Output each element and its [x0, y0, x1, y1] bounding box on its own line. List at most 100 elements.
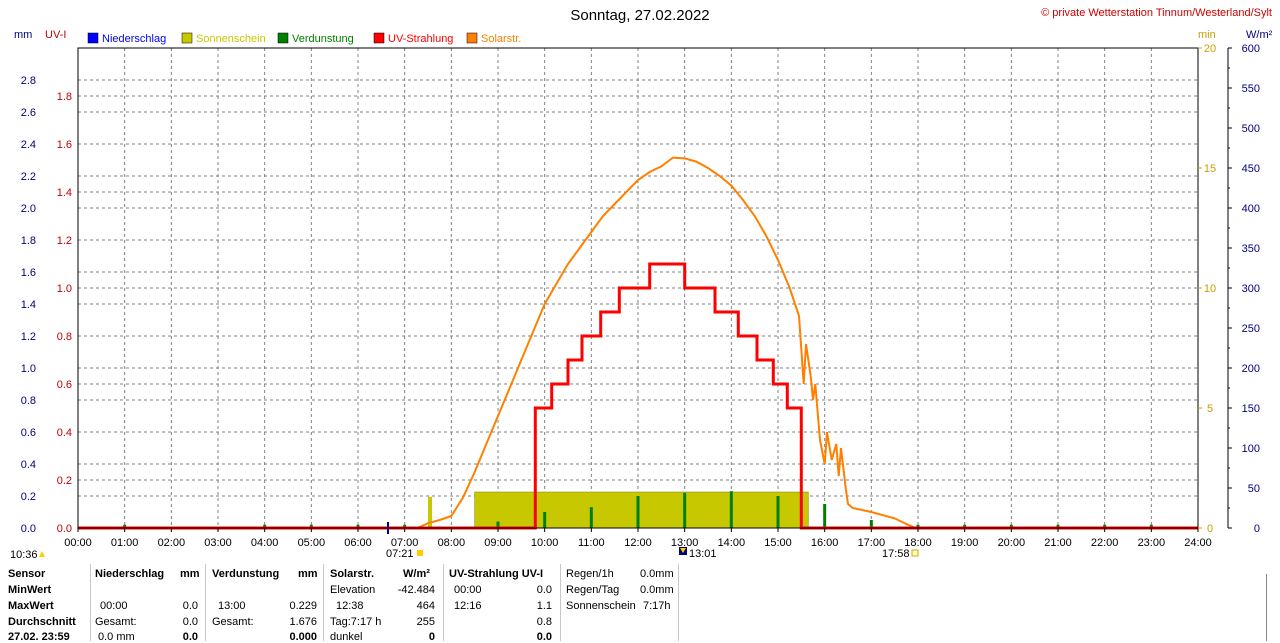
mm-tick-label: 0.6 [21, 427, 36, 439]
uv-min-time: 00:00 [454, 584, 482, 596]
x-tick-label: 14:00 [718, 537, 746, 549]
wm2-tick-label: 400 [1242, 203, 1260, 215]
wm2-tick-label: 600 [1242, 43, 1260, 55]
sonnenschein-value: 7:17h [643, 600, 671, 612]
uv-tick-label: 1.8 [57, 91, 72, 103]
solar-max-value: 464 [416, 600, 435, 612]
row-label-min: MinWert [8, 584, 52, 596]
x-tick-label: 08:00 [438, 537, 466, 549]
legend-swatch [466, 32, 478, 44]
sunset-marker: 17:58 [882, 548, 910, 560]
verdunstung-spike [1056, 524, 1060, 528]
x-tick-label: 12:00 [624, 537, 652, 549]
wm2-tick-label: 350 [1242, 243, 1260, 255]
legend-swatch [87, 32, 99, 44]
mm-tick-label: 0.8 [21, 395, 36, 407]
column-divider [678, 564, 679, 641]
verdunstung-spike [543, 512, 547, 528]
sunshine-block-early [428, 496, 432, 528]
x-tick-label: 07:00 [391, 537, 419, 549]
uv-tick-label: 0.4 [57, 427, 72, 439]
verdunstung-spike [823, 504, 827, 528]
uv-last-value: 0.0 [536, 631, 552, 643]
mm-tick-label: 1.2 [21, 331, 36, 343]
wm2-tick-label: 100 [1242, 443, 1260, 455]
verdunstung-spike [729, 491, 733, 528]
x-tick-label: 11:00 [578, 537, 605, 549]
mm-tick-label: 1.0 [21, 363, 36, 375]
mm-axis-title: mm [14, 29, 32, 41]
row-label-last: 27.02. 23:59 [8, 631, 70, 643]
verdunstung-spike [496, 521, 500, 528]
legend-label: Solarstr. [481, 33, 521, 45]
solar-dunkel-label: dunkel [330, 631, 363, 643]
verdunstung-spike [1009, 524, 1013, 528]
header-uv: UV-Strahlung UV-I [449, 568, 544, 580]
stats-table: Sensor Niederschlag mm Verdunstung mm So… [0, 564, 1280, 643]
niederschlag-gesamt-label: Gesamt: [95, 616, 137, 628]
niederschlag-gesamt-value: 0.0 [182, 616, 198, 628]
left-time-marker: 10:36 [10, 549, 38, 561]
solar-dunkel-value: 0 [428, 631, 435, 643]
niederschlag-last-bold: 0.0 [182, 631, 198, 643]
header-niederschlag: Niederschlag [95, 568, 165, 580]
sunshine-block [474, 491, 809, 529]
solar-max-time: 12:38 [336, 600, 364, 612]
verdunstung-spike [589, 507, 593, 528]
x-tick-label: 03:00 [204, 537, 232, 549]
x-tick-label: 05:00 [298, 537, 326, 549]
wm2-axis-title: W/m² [1246, 29, 1273, 41]
uv-tick-label: 1.6 [57, 139, 72, 151]
x-tick-label: 19:00 [951, 537, 979, 549]
x-tick-label: 21:00 [1044, 537, 1072, 549]
solar-tag-label: Tag:7:17 h [330, 616, 382, 628]
wm2-tick-label: 150 [1242, 403, 1260, 415]
x-axis-ticks: 00:00 01:00 02:00 03:00 04:00 05:00 06:00 07:00… [64, 528, 1212, 549]
x-tick-label: 24:00 [1184, 537, 1212, 549]
scrollbar-track[interactable] [1266, 574, 1267, 641]
x-tick-label: 18:00 [904, 537, 932, 549]
regentag-value: 0.0mm [640, 584, 674, 596]
uv-axis-title: UV-I [45, 29, 66, 41]
verdunstung-gesamt-label: Gesamt: [212, 616, 254, 628]
solar-tag-value: 255 [416, 616, 435, 628]
verdunstung-spike [869, 520, 873, 528]
noon-sun-icon [680, 548, 686, 553]
min-axis-title: min [1198, 29, 1216, 41]
uv-tick-label: 0.0 [57, 523, 72, 535]
verdunstung-spike [683, 492, 687, 528]
verdunstung-spike [916, 524, 920, 528]
x-tick-label: 01:00 [111, 537, 139, 549]
mm-tick-label: 0.2 [21, 491, 36, 503]
left-marker-icon [39, 551, 45, 557]
column-divider [560, 564, 561, 641]
verdunstung-spike [1103, 524, 1107, 528]
x-tick-label: 17:00 [858, 537, 886, 549]
mm-tick-label: 0.4 [21, 459, 36, 471]
weather-chart: 00:00 01:00 02:00 03:00 04:00 05:00 06:00 07:00… [10, 7, 1273, 561]
x-tick-label: 15:00 [764, 537, 792, 549]
mm-tick-label: 1.4 [21, 299, 36, 311]
uv-tick-label: 1.0 [57, 283, 72, 295]
x-tick-label: 06:00 [344, 537, 372, 549]
verdunstung-series [123, 491, 1153, 528]
wm2-tick-label: 300 [1242, 283, 1260, 295]
uv-tick-label: 1.4 [57, 187, 72, 199]
uv-avg-value: 0.8 [536, 616, 552, 628]
x-tick-label: 09:00 [484, 537, 512, 549]
legend-swatch [181, 32, 193, 44]
mm-tick-label: 2.0 [21, 203, 36, 215]
wm2-tick-label: 200 [1242, 363, 1260, 375]
verdunstung-gesamt-value: 1.676 [289, 616, 317, 628]
niederschlag-last-value: 0.0 mm [98, 631, 135, 643]
min-axis-ticks: 0 5 10 15 20 [1198, 43, 1216, 535]
x-tick-label: 00:00 [64, 537, 92, 549]
column-divider [90, 564, 91, 641]
wm2-axis-ticks: 0 50 100 150 200 250 300 350 400 450 500 550 600 [1227, 43, 1260, 535]
wm2-tick-label: 450 [1242, 163, 1260, 175]
verdunstung-spike [776, 496, 780, 528]
verdunstung-spike [309, 524, 313, 528]
mm-tick-label: 2.4 [21, 139, 36, 151]
solar-elevation-label: Elevation [330, 584, 376, 596]
legend-swatch [373, 32, 385, 44]
